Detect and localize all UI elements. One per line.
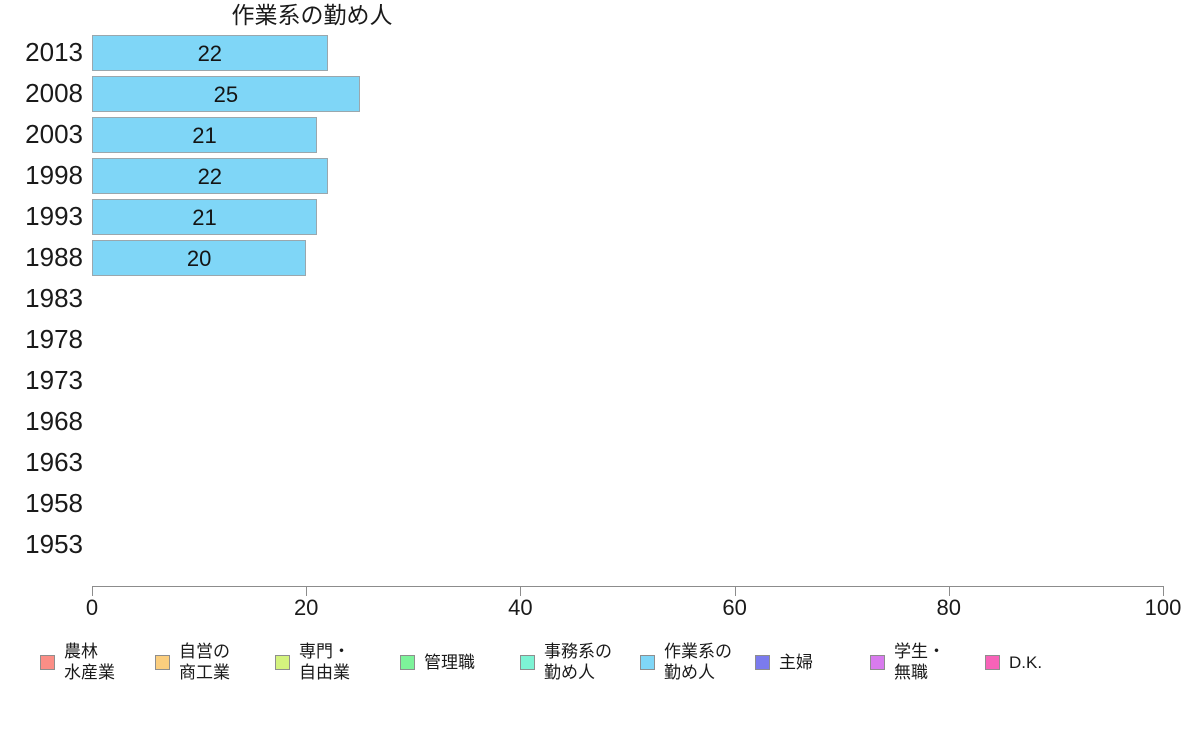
bar-track: 20 — [92, 240, 1163, 276]
bar-row: 1993 21 — [0, 196, 1188, 237]
y-axis-tick-label: 1988 — [25, 242, 83, 272]
bar-track — [92, 445, 1163, 481]
bar-track: 25 — [92, 76, 1163, 112]
y-axis-tick-label: 1963 — [25, 447, 83, 477]
x-axis-tick-label: 60 — [722, 595, 747, 620]
bar-value-label: 25 — [213, 82, 239, 107]
x-axis-tick — [306, 586, 308, 596]
x-axis-tick — [520, 586, 522, 596]
x-axis-tick — [948, 586, 950, 596]
bar-row: 1963 — [0, 442, 1188, 483]
y-axis-tick-label: 2013 — [25, 37, 83, 67]
legend-swatch-icon — [400, 654, 415, 670]
legend-label: 管理職 — [424, 652, 475, 672]
bar-track — [92, 527, 1163, 563]
y-axis-tick-label: 1973 — [25, 365, 83, 395]
bar-value-label: 22 — [197, 41, 223, 66]
bar-row: 1983 — [0, 278, 1188, 319]
bar[interactable]: 20 — [92, 240, 307, 276]
x-axis-tick — [1163, 586, 1164, 596]
y-axis-tick-label: 1998 — [25, 160, 83, 190]
legend-item[interactable]: 管理職 — [400, 636, 475, 688]
y-axis-tick-label: 1983 — [25, 283, 83, 313]
legend-label: 農林 水産業 — [64, 642, 115, 682]
legend-item[interactable]: 農林 水産業 — [40, 636, 115, 688]
x-axis-tick-label: 80 — [936, 595, 962, 620]
legend-label: 自営の 商工業 — [179, 642, 230, 682]
x-axis-tick — [734, 586, 736, 596]
legend-swatch-icon — [755, 654, 770, 670]
plot-area: 2013 22 2008 25 2003 21 1998 22 1993 21 1988 20 1983… — [0, 32, 1188, 592]
bar[interactable]: 21 — [92, 199, 317, 235]
bar-row: 2008 25 — [0, 73, 1188, 114]
bar-value-label: 21 — [192, 205, 217, 230]
legend-swatch-icon — [275, 654, 290, 670]
bar-row: 1953 — [0, 524, 1188, 565]
bar[interactable]: 21 — [92, 117, 317, 153]
bar-track — [92, 486, 1163, 522]
bar-track: 21 — [92, 117, 1163, 153]
bar-row: 1988 20 — [0, 237, 1188, 278]
legend-label: 作業系の 勤め人 — [664, 642, 732, 682]
legend-item[interactable]: 主婦 — [755, 636, 813, 688]
legend-item[interactable]: 作業系の 勤め人 — [640, 636, 732, 688]
legend-item[interactable]: 事務系の 勤め人 — [520, 636, 612, 688]
bar-row: 1958 — [0, 483, 1188, 524]
bar-row: 1968 — [0, 401, 1188, 442]
legend-label: 主婦 — [779, 652, 813, 672]
x-axis-tick-label: 0 — [85, 595, 99, 620]
legend-swatch-icon — [40, 654, 55, 670]
x-axis-tick-label: 100 — [1144, 595, 1182, 620]
bar-value-label: 22 — [197, 164, 223, 189]
x-axis-tick — [92, 586, 93, 596]
bar-track — [92, 322, 1163, 358]
bar-row: 1998 22 — [0, 155, 1188, 196]
legend-swatch-icon — [870, 654, 885, 670]
bar-track: 22 — [92, 35, 1163, 71]
bar-track — [92, 281, 1163, 317]
x-axis-tick-label: 40 — [508, 595, 533, 620]
bar-row: 2003 21 — [0, 114, 1188, 155]
x-axis-line — [92, 586, 1163, 587]
legend-swatch-icon — [640, 654, 655, 670]
bar-track — [92, 363, 1163, 399]
bar-value-label: 20 — [186, 246, 212, 271]
legend-item[interactable]: 自営の 商工業 — [155, 636, 230, 688]
y-axis-tick-label: 1958 — [25, 488, 83, 518]
bar[interactable]: 22 — [92, 35, 328, 71]
x-axis-tick-label: 20 — [293, 595, 319, 620]
chart-legend: 農林 水産業 自営の 商工業 専門・ 自由業 管理職 事務系の 勤め人 作業系の 勤め人 主… — [0, 636, 1188, 694]
bar[interactable]: 22 — [92, 158, 328, 194]
y-axis-tick-label: 1968 — [25, 406, 83, 436]
legend-swatch-icon — [155, 654, 170, 670]
legend-swatch-icon — [520, 654, 535, 670]
legend-swatch-icon — [985, 654, 1000, 670]
y-axis-tick-label: 2003 — [25, 119, 83, 149]
legend-label: D.K. — [1009, 652, 1043, 672]
bar-track: 22 — [92, 158, 1163, 194]
bar-row: 1978 — [0, 319, 1188, 360]
legend-item[interactable]: 学生・ 無職 — [870, 636, 945, 688]
legend-label: 事務系の 勤め人 — [544, 642, 612, 682]
legend-label: 専門・ 自由業 — [299, 642, 350, 682]
legend-item[interactable]: 専門・ 自由業 — [275, 636, 350, 688]
y-axis-tick-label: 1978 — [25, 324, 83, 354]
legend-item[interactable]: D.K. — [985, 636, 1042, 688]
bar-row: 1973 — [0, 360, 1188, 401]
bar-track — [92, 404, 1163, 440]
y-axis-tick-label: 1953 — [25, 529, 83, 559]
bar-value-label: 21 — [192, 123, 217, 148]
y-axis-tick-label: 1993 — [25, 201, 83, 231]
bar-track: 21 — [92, 199, 1163, 235]
bar[interactable]: 25 — [92, 76, 360, 112]
bar-row: 2013 22 — [0, 32, 1188, 73]
chart-title: 作業系の勤め人 — [231, 2, 393, 28]
legend-label: 学生・ 無職 — [894, 642, 945, 682]
y-axis-tick-label: 2008 — [25, 78, 83, 108]
